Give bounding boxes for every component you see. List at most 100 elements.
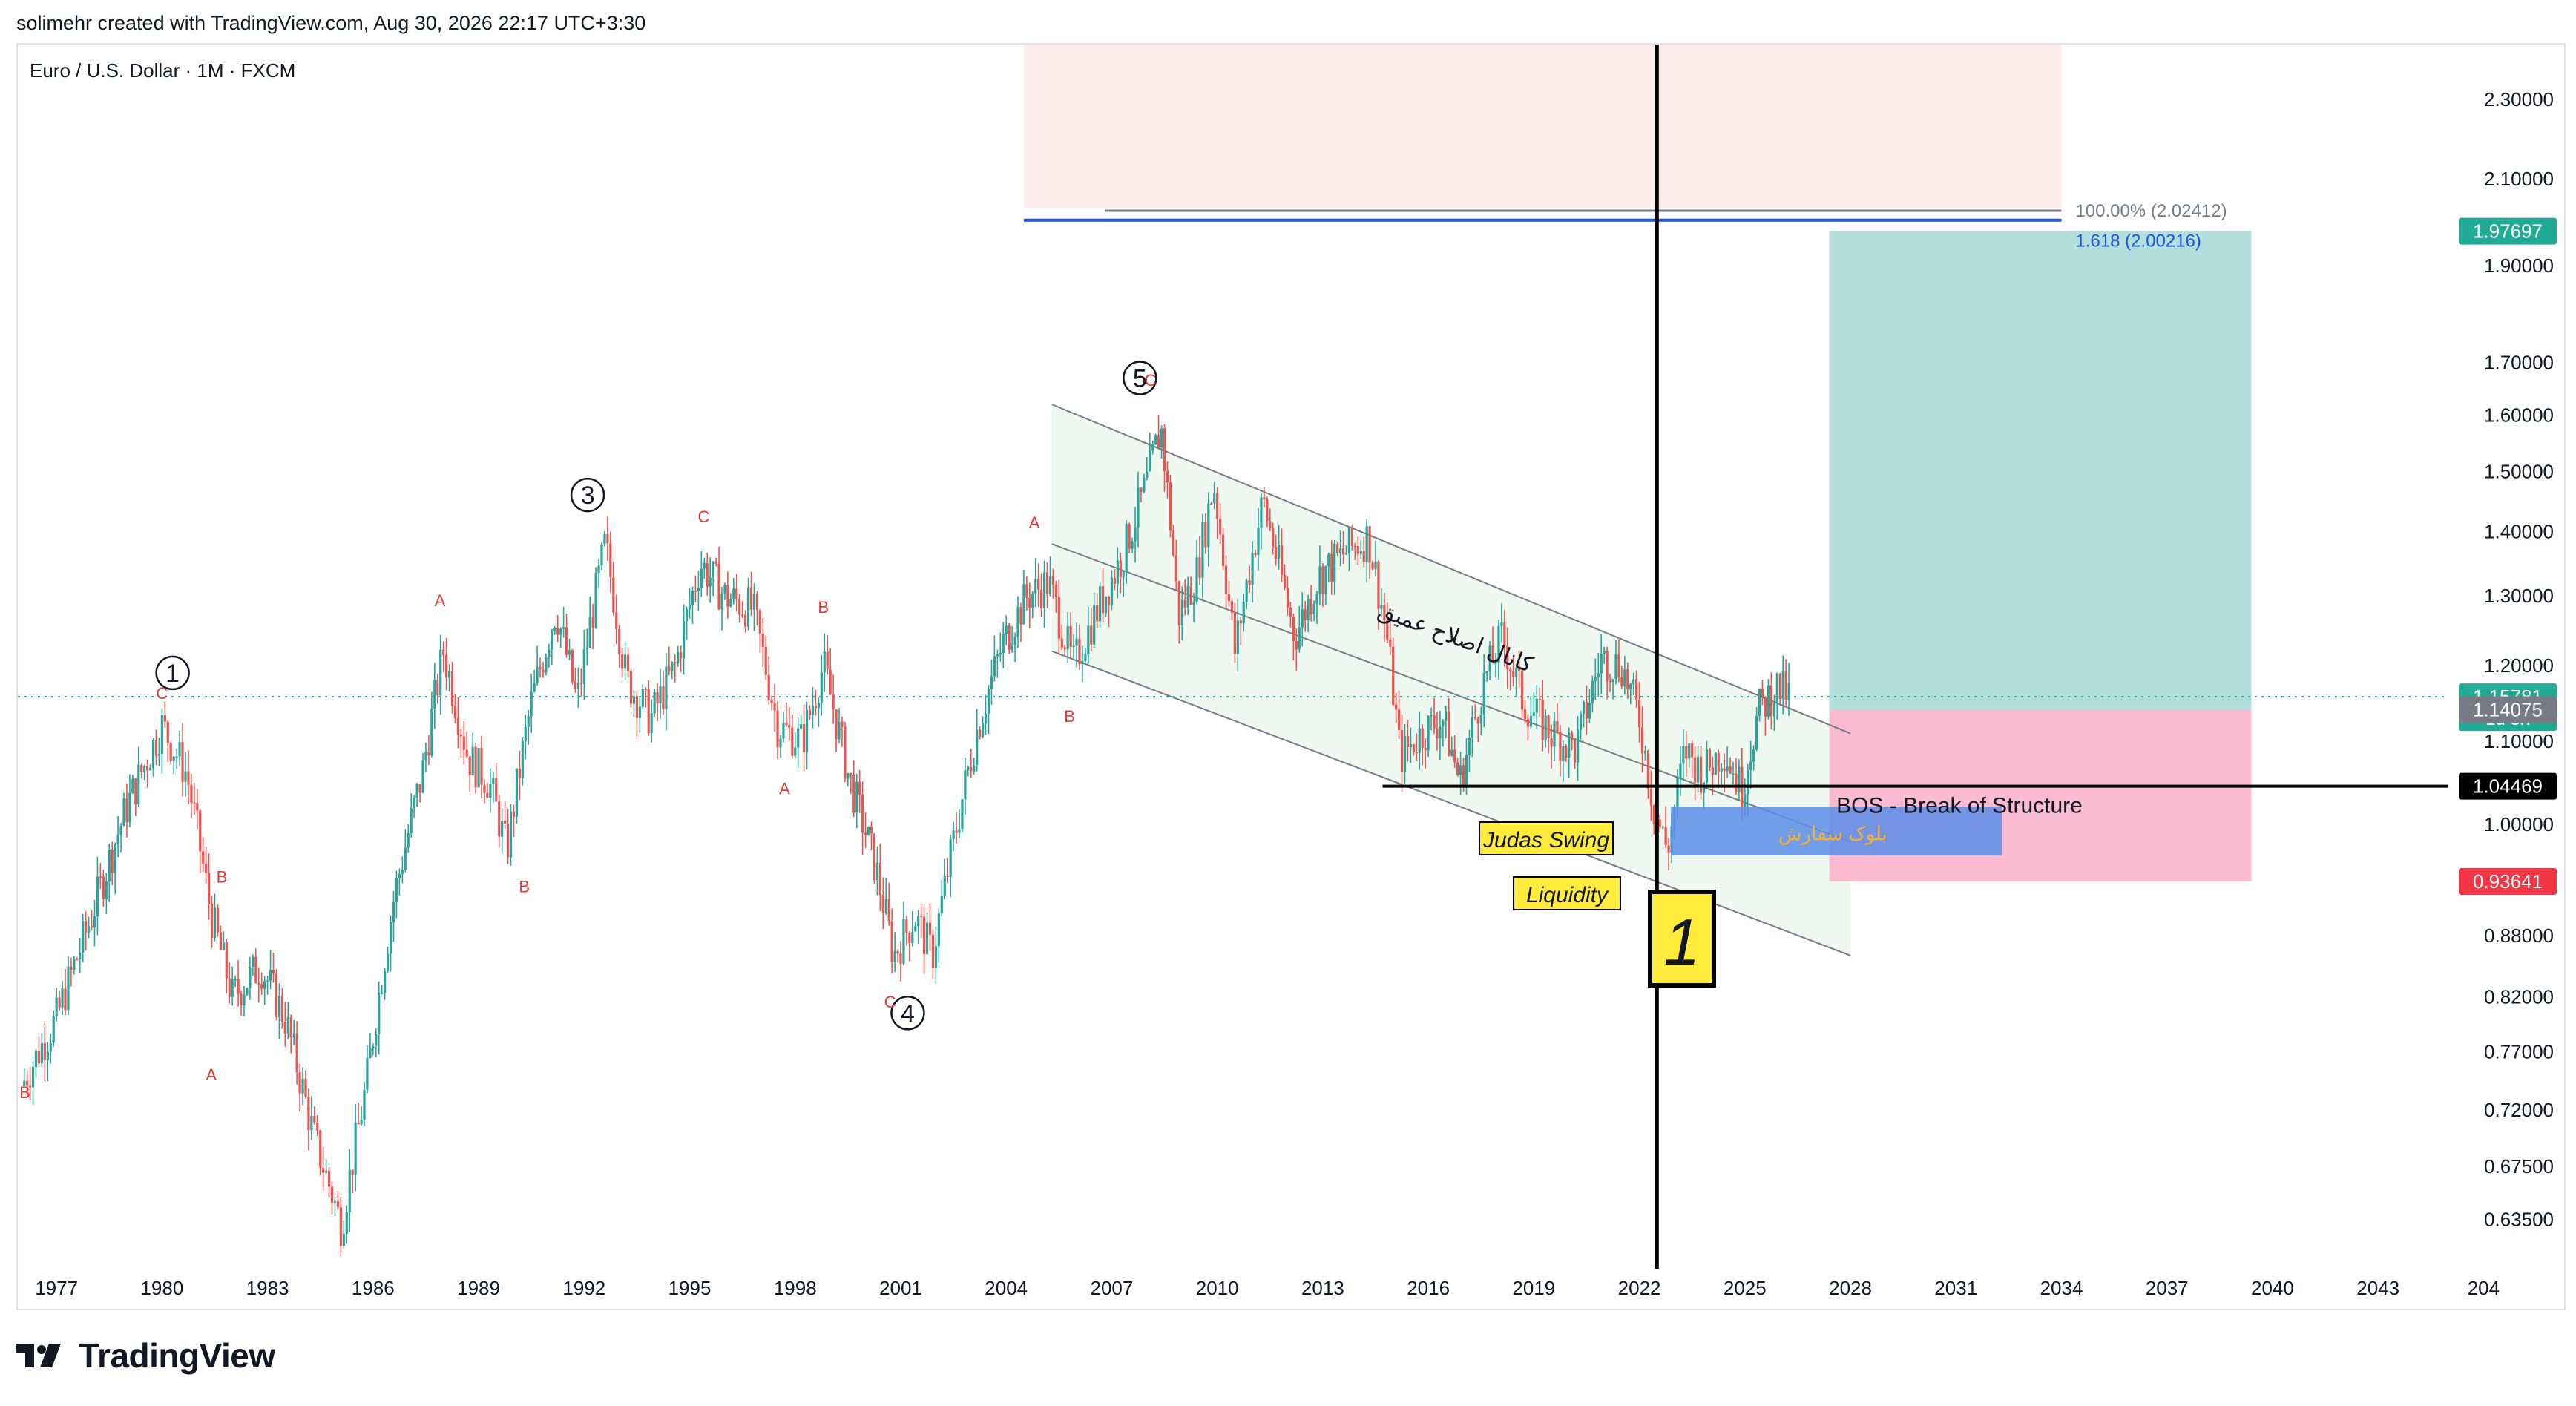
candle-body xyxy=(767,674,770,700)
target-zone[interactable] xyxy=(1829,231,2252,710)
candle-body xyxy=(582,649,585,684)
candle-body xyxy=(1272,528,1275,548)
y-tick-label: 1.50000 xyxy=(2484,460,2554,482)
candle-body xyxy=(893,950,896,962)
price-badge[interactable] xyxy=(2459,867,2557,895)
candle-body xyxy=(1107,596,1111,606)
judas-swing-label-box[interactable] xyxy=(1479,821,1614,855)
candle-body xyxy=(626,654,630,672)
candle-body xyxy=(392,901,395,922)
candle-body xyxy=(389,922,392,954)
candle-body xyxy=(447,671,451,678)
candle-body xyxy=(1028,597,1031,608)
candle-body xyxy=(207,873,211,904)
candle-body xyxy=(1149,450,1151,472)
candle-body xyxy=(280,996,283,1022)
x-tick-label: 2016 xyxy=(1407,1277,1450,1299)
wave-5-circle[interactable] xyxy=(1123,361,1157,395)
candle-body xyxy=(369,1048,372,1059)
candle-body xyxy=(928,922,932,935)
candle-body xyxy=(43,1043,46,1060)
candle-body xyxy=(205,863,208,873)
candle-body xyxy=(79,952,82,959)
candle-body xyxy=(1594,677,1597,681)
fib-1618-label: 1.618 (2.00216) xyxy=(2075,231,2201,252)
candle-body xyxy=(1087,625,1090,654)
candle-body xyxy=(873,833,876,881)
candle-body xyxy=(1471,717,1473,738)
candle-body xyxy=(847,772,850,779)
candle-body xyxy=(1509,669,1512,671)
candles-group xyxy=(23,415,1790,1257)
candle-body xyxy=(252,956,254,968)
y-tick-label: 1.70000 xyxy=(2484,352,2554,374)
x-tick-label: 2022 xyxy=(1618,1277,1661,1299)
candle-body xyxy=(1163,428,1166,471)
candle-body xyxy=(1195,557,1198,602)
abc-label: B xyxy=(217,868,228,887)
candle-body xyxy=(1066,626,1069,650)
tradingview-logo-icon xyxy=(16,1344,61,1367)
candle-body xyxy=(1353,545,1356,548)
candle-body xyxy=(1767,685,1770,717)
candle-body xyxy=(1236,620,1239,654)
candle-body xyxy=(52,1016,55,1043)
candle-body xyxy=(1140,487,1143,492)
candle-body xyxy=(339,1207,342,1246)
candle-body xyxy=(1374,561,1377,570)
symbol-title[interactable]: Euro / U.S. Dollar · 1M · FXCM xyxy=(30,59,296,82)
candle-body xyxy=(1119,560,1122,578)
y-tick-label: 0.67500 xyxy=(2484,1155,2554,1177)
price-badge[interactable] xyxy=(2459,696,2557,723)
wave-1-circle[interactable] xyxy=(155,655,190,691)
candle-body xyxy=(674,662,677,664)
candle-body xyxy=(1450,749,1453,756)
candle-body xyxy=(34,1050,38,1068)
candle-body xyxy=(1726,766,1729,771)
candle-body xyxy=(46,1051,49,1060)
liquidity-label-box[interactable] xyxy=(1513,876,1621,910)
candle-body xyxy=(990,676,993,689)
candle-body xyxy=(134,778,137,805)
candle-body xyxy=(1696,756,1700,783)
candle-body xyxy=(1090,625,1093,645)
candle-body xyxy=(237,979,240,994)
candle-body xyxy=(1459,765,1462,775)
candle-body xyxy=(1439,726,1442,739)
candle-body xyxy=(1016,606,1019,637)
candle-body xyxy=(1714,752,1717,775)
candle-body xyxy=(474,746,477,788)
upper-resistance-zone[interactable] xyxy=(1023,45,2062,208)
wave-3-circle[interactable] xyxy=(570,477,605,513)
channel-upper-line[interactable] xyxy=(1051,404,1851,735)
candle-body xyxy=(1503,622,1506,646)
price-badge[interactable] xyxy=(2459,772,2557,800)
candle-body xyxy=(931,934,935,968)
candle-body xyxy=(1708,749,1711,768)
candle-body xyxy=(1330,553,1333,582)
candle-body xyxy=(1694,757,1697,783)
wave-3-label: 3 xyxy=(581,482,595,510)
candle-body xyxy=(1362,551,1365,562)
candle-body xyxy=(1283,575,1287,588)
candle-body xyxy=(1456,762,1459,775)
abc-label: B xyxy=(1064,707,1075,726)
x-tick-label: 2019 xyxy=(1512,1277,1555,1299)
candle-body xyxy=(618,629,621,654)
candle-body xyxy=(465,749,468,757)
candle-body xyxy=(1764,697,1767,717)
order-block-zone[interactable] xyxy=(1671,807,2002,855)
candle-body xyxy=(70,966,73,970)
candle-body xyxy=(553,628,556,631)
candle-body xyxy=(823,651,826,673)
wave-4-circle[interactable] xyxy=(890,996,925,1031)
price-badge[interactable] xyxy=(2459,217,2557,245)
candle-body xyxy=(1224,565,1228,594)
candle-body xyxy=(1081,660,1084,665)
number-one-box[interactable] xyxy=(1648,890,1716,988)
candle-body xyxy=(647,689,650,734)
candle-body xyxy=(1550,738,1553,747)
candle-body xyxy=(808,709,812,715)
channel-lower-line[interactable] xyxy=(1051,650,1851,956)
